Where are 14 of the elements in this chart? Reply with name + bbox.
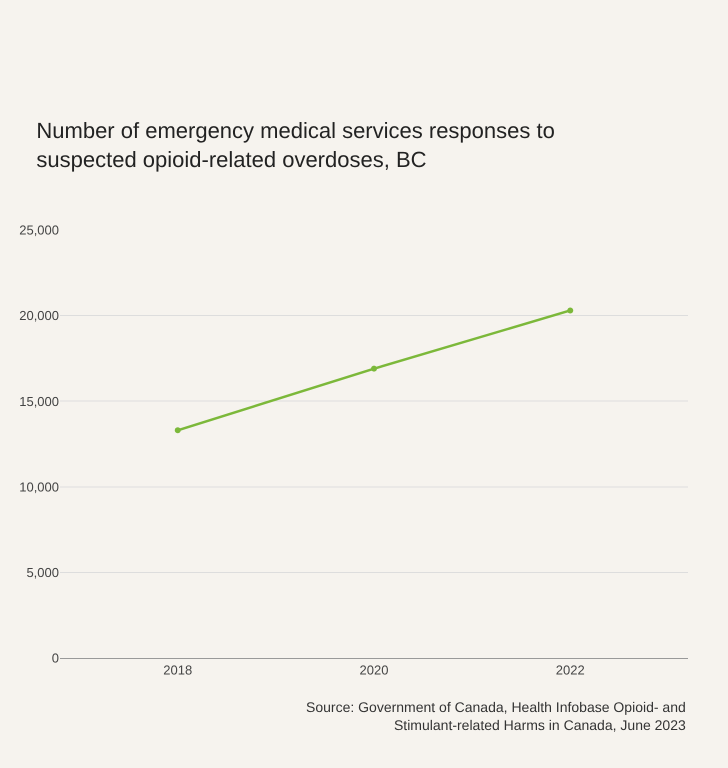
y-tick-label: 5,000 xyxy=(26,564,59,580)
y-tick-label: 0 xyxy=(52,650,59,666)
chart-title: Number of emergency medical services responses to suspected opioid-related overdoses, BC xyxy=(36,118,555,172)
x-tick-label: 2022 xyxy=(556,662,585,678)
x-tick-label: 2018 xyxy=(163,662,192,678)
point xyxy=(174,427,181,434)
y-tick-label: 10,000 xyxy=(19,479,59,494)
source-note: Source: Government of Canada, Health Infobase Opioid- and Stimulant-related Harms in Canada, June 2023 xyxy=(306,699,686,734)
x-tick-label: 2020 xyxy=(360,662,388,678)
point xyxy=(371,366,377,372)
y-tick-label: 15,000 xyxy=(19,394,59,409)
y-tick-label: 20,000 xyxy=(19,308,59,324)
point xyxy=(567,307,574,314)
y-tick-label: 25,000 xyxy=(19,222,59,238)
